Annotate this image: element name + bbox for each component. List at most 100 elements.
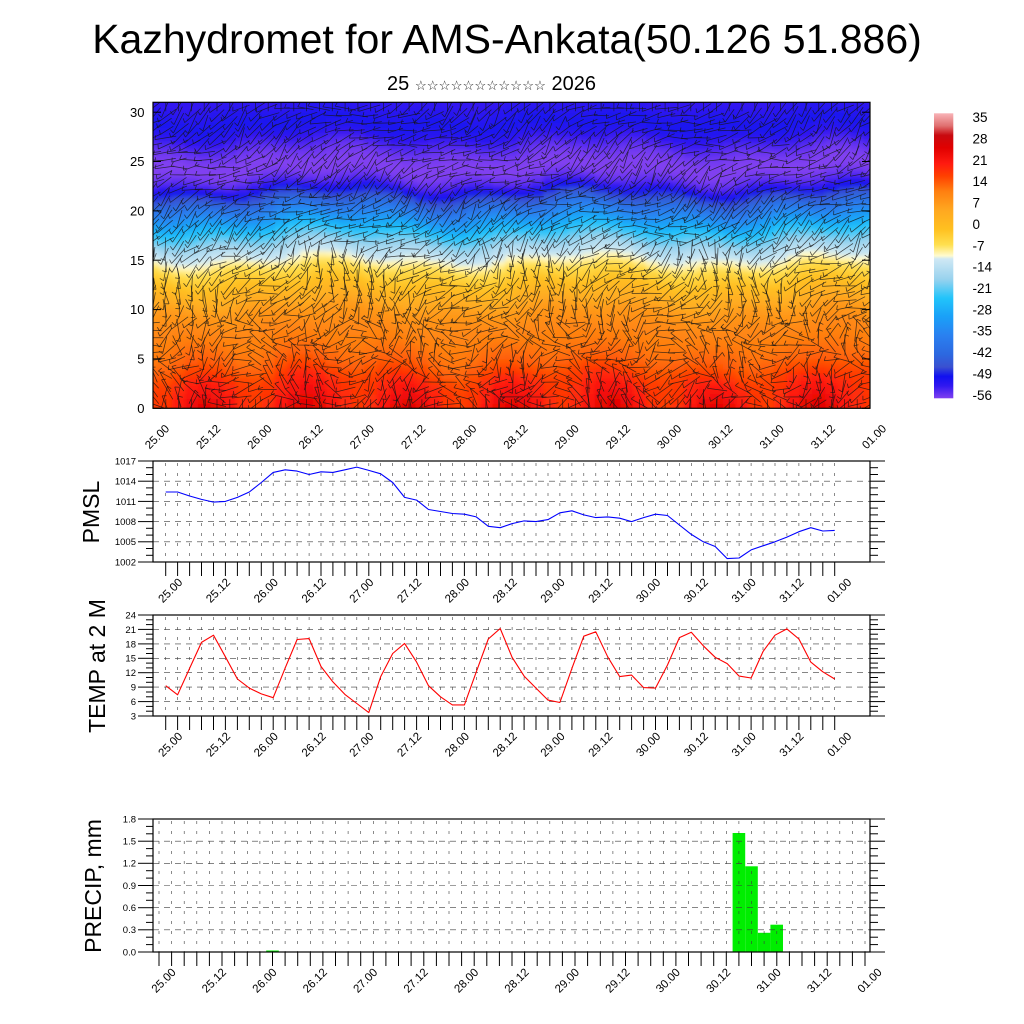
wind-barb: [196, 124, 211, 137]
wind-barb: [390, 278, 396, 294]
heatmap-cell: [428, 122, 442, 128]
heatmap-cell: [876, 403, 890, 409]
wind-barb: [246, 344, 264, 358]
heatmap-cell: [863, 349, 870, 355]
heatmap-cell: [543, 225, 558, 232]
heatmap-cell: [479, 339, 494, 345]
heatmap-cell: [594, 299, 609, 306]
heatmap-cell: [300, 408, 314, 409]
heatmap-cell: [159, 225, 173, 232]
heatmap-cell: [748, 122, 762, 128]
heatmap-cell: [645, 156, 660, 163]
heatmap-cell: [197, 181, 212, 187]
heatmap-cell: [389, 225, 404, 232]
heatmap-cell: [863, 146, 870, 153]
heatmap-cell: [364, 319, 378, 326]
wind-barb: [299, 126, 317, 135]
heatmap-cell: [466, 240, 481, 247]
heatmap-cell: [325, 151, 340, 158]
heatmap-cell: [172, 324, 186, 331]
wind-barb: [232, 267, 252, 275]
heatmap-cell: [863, 191, 870, 197]
heatmap-cell: [569, 275, 583, 281]
heatmap-cell: [364, 240, 378, 247]
heatmap-cell: [787, 413, 801, 419]
wind-barb: [426, 316, 445, 326]
heatmap-cell: [825, 186, 839, 192]
heatmap-cell: [313, 408, 327, 409]
heatmap-cell: [441, 201, 455, 207]
heatmap-cell: [774, 408, 788, 409]
heatmap-cell: [786, 275, 801, 281]
heatmap-cell: [274, 270, 289, 276]
wind-barb: [234, 199, 250, 206]
heatmap-cell: [556, 151, 570, 158]
heatmap-cell: [479, 388, 494, 395]
heatmap-cell: [453, 151, 468, 158]
heatmap-cell: [556, 354, 570, 360]
heatmap-cell: [748, 191, 762, 197]
heatmap-cell: [581, 112, 596, 118]
heatmap-cell: [402, 358, 417, 365]
heatmap-cell: [735, 161, 750, 168]
wind-barb: [435, 285, 456, 301]
heatmap-cell: [581, 358, 596, 365]
heatmap-cell: [338, 363, 353, 370]
heatmap-cell: [633, 181, 647, 187]
wind-barb: [412, 367, 430, 380]
heatmap-cell: [543, 354, 558, 360]
heatmap-cell: [863, 314, 870, 321]
heatmap-cell: [581, 161, 596, 168]
wind-barb: [376, 246, 393, 252]
heatmap-cell: [210, 408, 225, 409]
heatmap-cell: [710, 205, 724, 212]
heatmap-cell: [633, 201, 647, 207]
heatmap-cell: [185, 117, 199, 123]
heatmap-cell: [325, 265, 340, 271]
heatmap-cell: [351, 408, 366, 409]
heatmap-cell: [850, 260, 865, 266]
wind-barb: [385, 238, 406, 245]
heatmap-cell: [338, 205, 353, 212]
heatmap-cell: [351, 191, 366, 197]
wind-barb: [466, 106, 479, 125]
heatmap-cell: [556, 210, 570, 217]
heatmap-cell: [774, 354, 788, 360]
heatmap-cell: [658, 358, 673, 365]
heatmap-cell: [517, 146, 532, 153]
heatmap-cell: [658, 403, 673, 409]
heatmap-cell: [313, 201, 327, 207]
heatmap-cell: [441, 250, 455, 257]
wind-barb: [387, 375, 402, 389]
wind-barb: [183, 179, 202, 186]
heatmap-cell: [556, 196, 570, 202]
heatmap-cell: [351, 358, 366, 365]
wind-barb: [169, 102, 182, 116]
heatmap-cell: [134, 320, 148, 326]
wind-barb: [233, 192, 254, 202]
heatmap-cell: [415, 151, 430, 158]
heatmap-cell: [543, 141, 558, 148]
heatmap-cell: [799, 176, 814, 182]
heatmap-cell: [876, 206, 890, 212]
wind-barb: [172, 330, 184, 346]
heatmap-cell: [786, 314, 801, 321]
wind-barb: [246, 162, 267, 173]
heatmap-cell: [377, 230, 391, 237]
wind-barb: [323, 303, 339, 313]
heatmap-cell: [236, 368, 250, 375]
heatmap-cell: [453, 107, 468, 113]
heatmap-cell: [620, 368, 634, 375]
heatmap-cell: [466, 176, 481, 182]
wind-barb: [169, 139, 188, 151]
heatmap-cell: [722, 127, 737, 133]
heatmap-cell: [210, 280, 225, 286]
heatmap-cell: [325, 408, 340, 409]
heatmap-cell: [153, 373, 161, 380]
heatmap-cell: [658, 270, 673, 276]
heatmap-cell: [236, 358, 250, 365]
heatmap-cell: [581, 260, 596, 266]
heatmap-cell: [838, 161, 852, 168]
wind-barb: [322, 216, 343, 222]
heatmap-cell: [338, 344, 353, 350]
